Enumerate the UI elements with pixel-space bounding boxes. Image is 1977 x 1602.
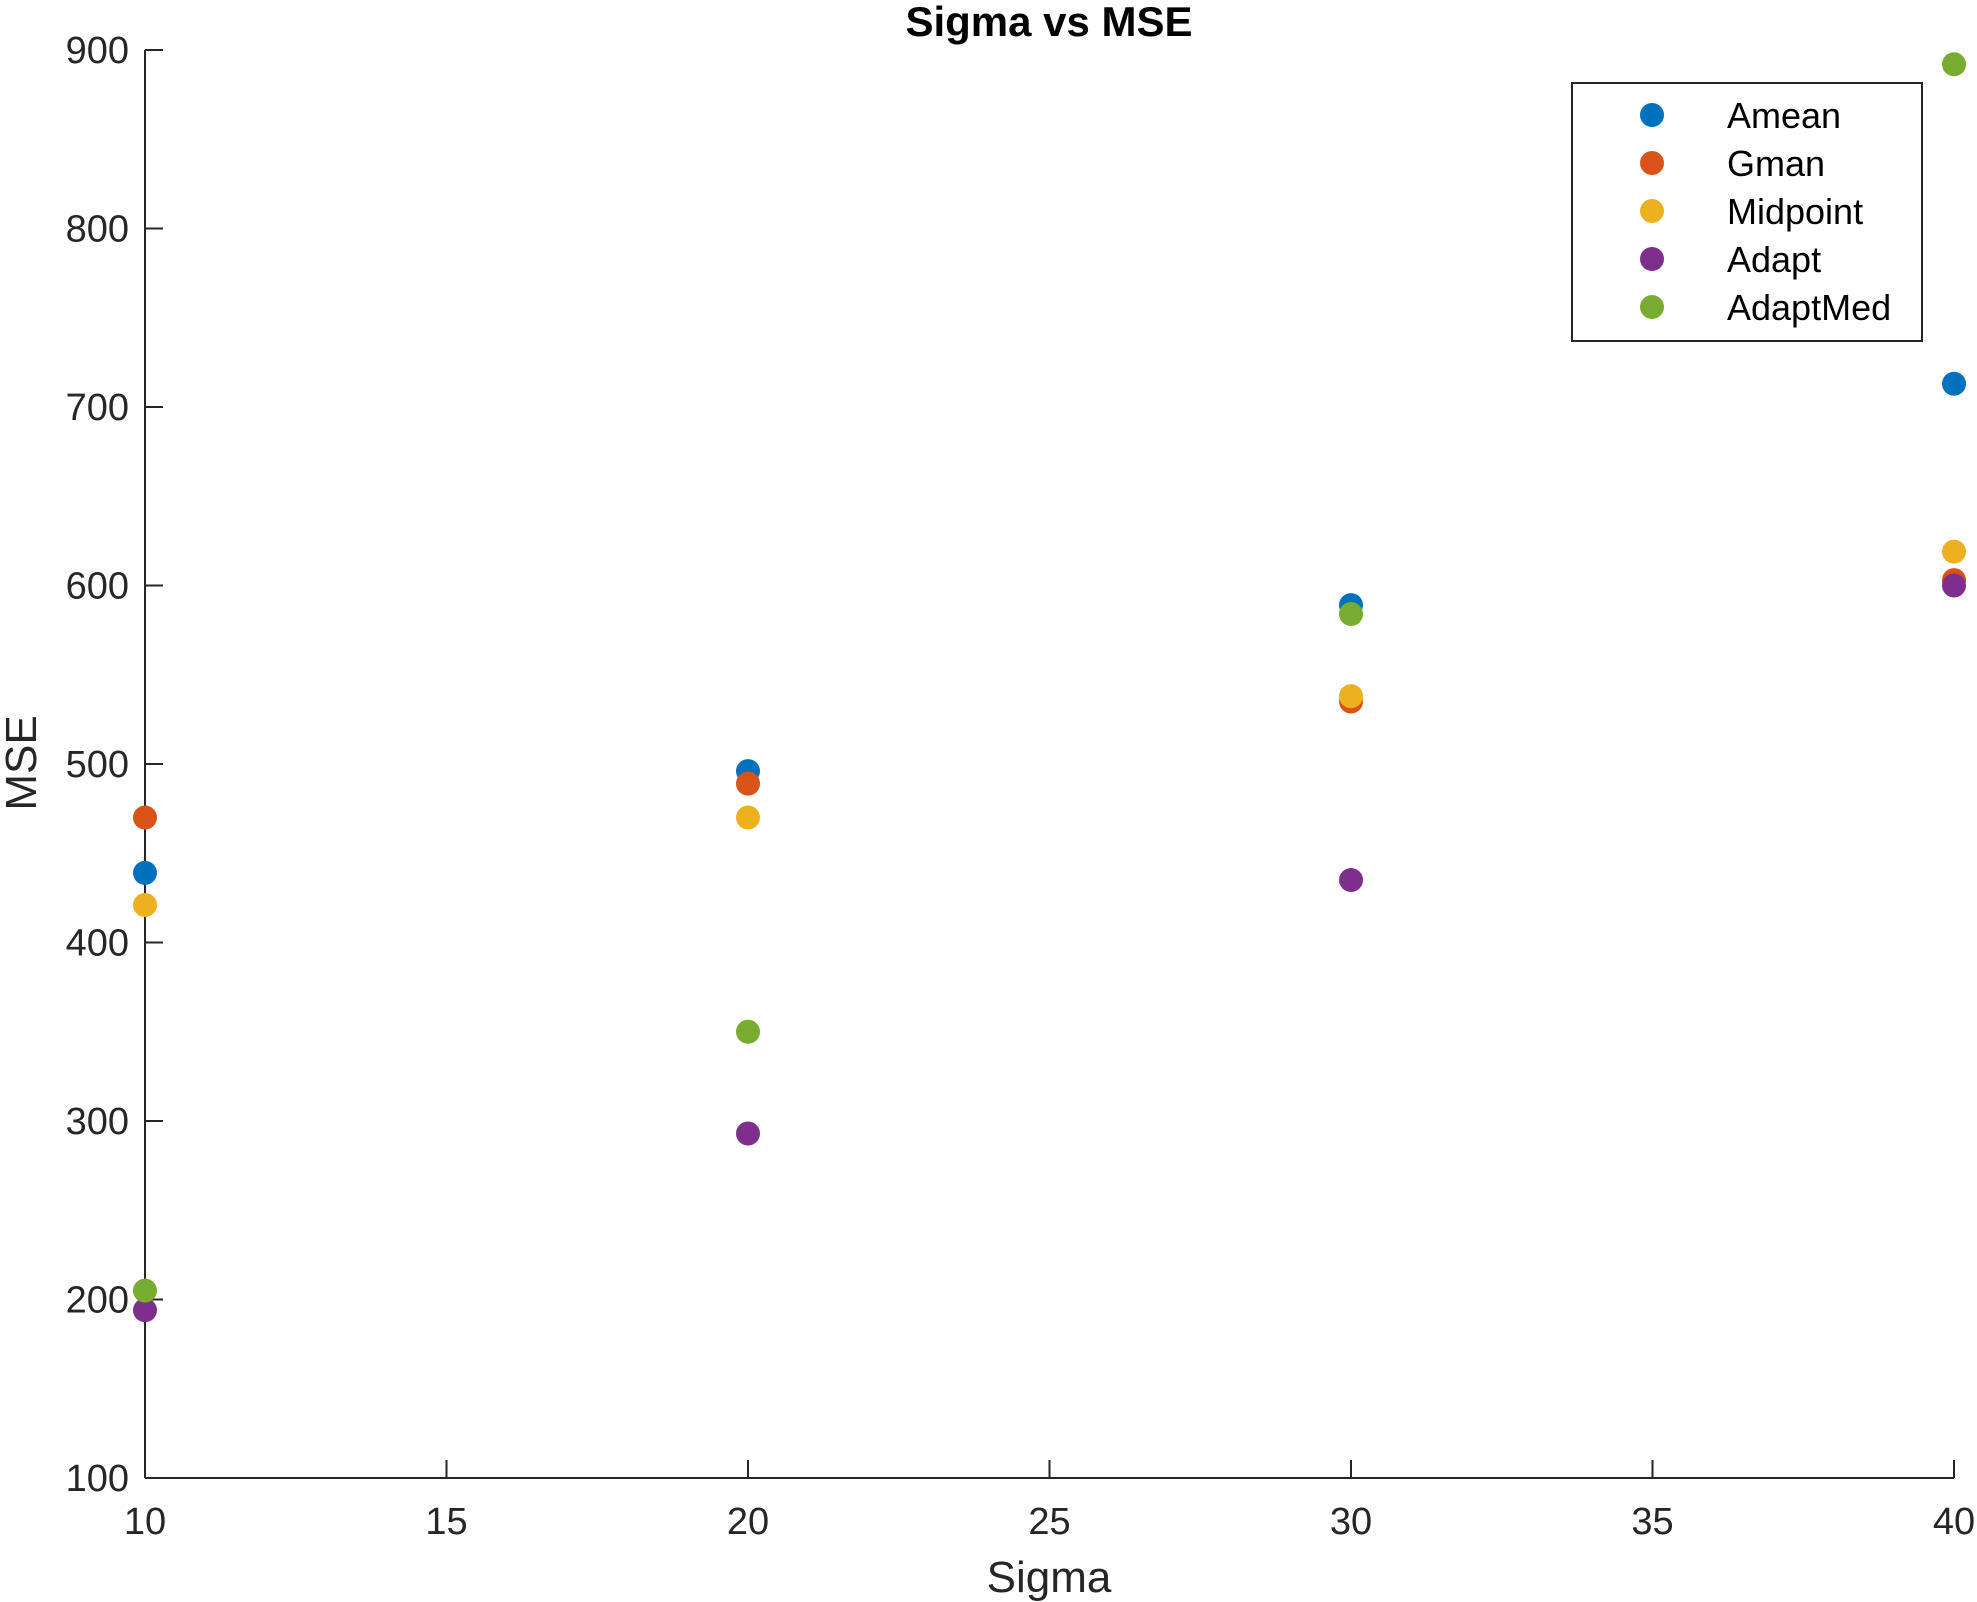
series-adapt [133,573,1966,1323]
data-point [736,805,760,830]
data-point [736,1019,760,1044]
data-point [133,1278,157,1303]
series-midpoint [133,539,1966,918]
data-point [1942,573,1966,598]
x-tick-label: 20 [727,1501,769,1543]
data-point [1942,539,1966,564]
y-tick-label: 200 [66,1280,129,1322]
legend-marker [1640,247,1664,271]
y-tick-label: 500 [66,744,129,786]
y-axis-label: MSE [0,715,46,810]
y-tick-label: 600 [66,566,129,608]
chart-title: Sigma vs MSE [905,0,1192,45]
data-point [736,1121,760,1146]
data-point [1942,52,1966,77]
data-points [133,52,1966,1323]
legend-marker [1640,199,1664,223]
data-point [1942,371,1966,396]
y-tick-label: 100 [66,1458,129,1500]
x-tick-label: 25 [1028,1501,1070,1543]
legend-marker [1640,103,1664,127]
axes: 10 15 20 25 30 35 40 100 200 300 400 500 600 700 800 90… [66,30,1976,1543]
y-tick-label: 900 [66,30,129,72]
x-tick-label: 10 [124,1501,166,1543]
data-point [133,1298,157,1323]
series-adaptmed [133,52,1966,1303]
x-tick-label: 30 [1330,1501,1372,1543]
legend-label: Amean [1727,95,1841,136]
data-point [1339,868,1363,893]
y-tick-label: 700 [66,387,129,429]
data-point [736,771,760,796]
y-tick-label: 400 [66,923,129,965]
data-point [133,805,157,830]
data-point [133,860,157,885]
data-point [1339,602,1363,627]
legend-label: Adapt [1727,239,1821,280]
x-tick-label: 15 [425,1501,467,1543]
series-amean [133,371,1966,885]
legend-label: Midpoint [1727,191,1863,232]
y-tick-label: 300 [66,1101,129,1143]
series-gman [133,568,1966,830]
y-tick-label: 800 [66,209,129,251]
legend-marker [1640,151,1664,175]
x-tick-label: 35 [1631,1501,1673,1543]
legend-label: Gman [1727,143,1825,184]
legend-box [1571,82,1923,342]
legend: Amean Gman Midpoint Adapt AdaptMed [1571,82,1923,342]
legend-label: AdaptMed [1727,287,1891,328]
x-axis-label: Sigma [987,1553,1112,1602]
data-point [1339,684,1363,709]
x-tick-label: 40 [1933,1501,1975,1543]
legend-marker [1640,295,1664,319]
data-point [133,893,157,918]
